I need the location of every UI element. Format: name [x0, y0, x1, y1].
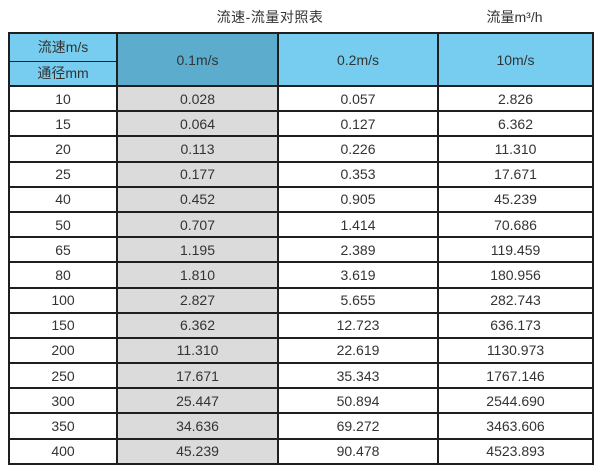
- flow-cell-0-2ms: 3.619: [277, 261, 439, 289]
- flow-cell-0-1ms: 1.195: [116, 236, 279, 264]
- diameter-cell: 350: [8, 412, 118, 440]
- column-header-0-1ms: 0.1m/s: [116, 32, 279, 87]
- flow-rate-table: 流速m/s 0.1m/s 0.2m/s 10m/s 通径mm 10 0.028 …: [8, 32, 594, 465]
- table-row: 80 1.810 3.619 180.956: [8, 261, 594, 289]
- flow-cell-0-1ms: 25.447: [116, 387, 279, 415]
- diameter-cell: 65: [8, 236, 118, 264]
- diameter-cell: 40: [8, 185, 118, 213]
- diameter-cell: 20: [8, 135, 118, 163]
- diameter-cell: 100: [8, 286, 118, 314]
- flow-cell-0-1ms: 0.113: [116, 135, 279, 163]
- flow-cell-0-2ms: 0.127: [277, 110, 439, 138]
- table-row: 150 6.362 12.723 636.173: [8, 311, 594, 339]
- flow-cell-0-2ms: 0.905: [277, 185, 439, 213]
- flow-cell-10ms: 4523.893: [437, 437, 594, 465]
- flow-cell-10ms: 636.173: [437, 311, 594, 339]
- diameter-cell: 300: [8, 387, 118, 415]
- flow-cell-10ms: 282.743: [437, 286, 594, 314]
- diameter-cell: 150: [8, 311, 118, 339]
- table-header: 流速m/s 0.1m/s 0.2m/s 10m/s 通径mm: [8, 32, 594, 87]
- column-header-10ms: 10m/s: [437, 32, 594, 87]
- table-row: 50 0.707 1.414 70.686: [8, 210, 594, 239]
- table-row: 400 45.239 90.478 4523.893: [8, 437, 594, 465]
- flow-cell-10ms: 119.459: [437, 236, 594, 264]
- flow-cell-0-2ms: 35.343: [277, 362, 439, 390]
- flow-cell-0-2ms: 2.389: [277, 236, 439, 264]
- diameter-cell: 15: [8, 110, 118, 138]
- flow-cell-0-2ms: 22.619: [277, 336, 439, 365]
- flow-cell-10ms: 1767.146: [437, 362, 594, 390]
- flow-cell-0-2ms: 50.894: [277, 387, 439, 415]
- diameter-cell: 250: [8, 362, 118, 390]
- flow-cell-0-2ms: 5.655: [277, 286, 439, 314]
- flow-cell-0-2ms: 90.478: [277, 437, 439, 465]
- flow-cell-0-2ms: 12.723: [277, 311, 439, 339]
- table-row: 250 17.671 35.343 1767.146: [8, 362, 594, 390]
- table-row: 15 0.064 0.127 6.362: [8, 110, 594, 138]
- table-row: 200 11.310 22.619 1130.973: [8, 336, 594, 365]
- flow-cell-10ms: 17.671: [437, 160, 594, 188]
- table-row: 100 2.827 5.655 282.743: [8, 286, 594, 314]
- flow-cell-0-1ms: 11.310: [116, 336, 279, 365]
- diameter-cell: 25: [8, 160, 118, 188]
- header-diameter-label: 通径mm: [8, 60, 118, 87]
- table-row: 350 34.636 69.272 3463.606: [8, 412, 594, 440]
- flow-cell-0-1ms: 0.028: [116, 84, 279, 113]
- table-row: 300 25.447 50.894 2544.690: [8, 387, 594, 415]
- header-velocity-label: 流速m/s: [8, 32, 118, 62]
- table-body: 10 0.028 0.057 2.826 15 0.064 0.127 6.36…: [8, 84, 594, 465]
- flow-cell-10ms: 45.239: [437, 185, 594, 213]
- diameter-cell: 80: [8, 261, 118, 289]
- diameter-cell: 400: [8, 437, 118, 465]
- flow-cell-10ms: 11.310: [437, 135, 594, 163]
- flow-cell-0-1ms: 0.177: [116, 160, 279, 188]
- flow-cell-0-1ms: 2.827: [116, 286, 279, 314]
- flow-cell-0-1ms: 0.452: [116, 185, 279, 213]
- flow-unit-label: 流量m³/h: [486, 9, 543, 25]
- flow-cell-10ms: 2544.690: [437, 387, 594, 415]
- flow-cell-0-1ms: 0.707: [116, 210, 279, 239]
- flow-cell-10ms: 2.826: [437, 84, 594, 113]
- flow-cell-0-2ms: 1.414: [277, 210, 439, 239]
- flow-cell-0-1ms: 34.636: [116, 412, 279, 440]
- flow-cell-0-2ms: 0.057: [277, 84, 439, 113]
- flow-cell-0-1ms: 6.362: [116, 311, 279, 339]
- flow-cell-10ms: 70.686: [437, 210, 594, 239]
- diameter-cell: 10: [8, 84, 118, 113]
- table-row: 20 0.113 0.226 11.310: [8, 135, 594, 163]
- table-row: 10 0.028 0.057 2.826: [8, 84, 594, 113]
- flow-cell-0-1ms: 45.239: [116, 437, 279, 465]
- flow-cell-0-2ms: 0.353: [277, 160, 439, 188]
- diameter-cell: 50: [8, 210, 118, 239]
- flow-cell-10ms: 6.362: [437, 110, 594, 138]
- flow-cell-0-1ms: 1.810: [116, 261, 279, 289]
- flow-cell-0-2ms: 69.272: [277, 412, 439, 440]
- page-title: 流速-流量对照表: [216, 9, 324, 25]
- flow-cell-0-1ms: 0.064: [116, 110, 279, 138]
- table-row: 65 1.195 2.389 119.459: [8, 236, 594, 264]
- flow-cell-10ms: 180.956: [437, 261, 594, 289]
- diameter-cell: 200: [8, 336, 118, 365]
- column-header-0-2ms: 0.2m/s: [277, 32, 439, 87]
- table-row: 25 0.177 0.353 17.671: [8, 160, 594, 188]
- table-row: 40 0.452 0.905 45.239: [8, 185, 594, 213]
- flow-cell-0-1ms: 17.671: [116, 362, 279, 390]
- flow-cell-10ms: 1130.973: [437, 336, 594, 365]
- flow-cell-0-2ms: 0.226: [277, 135, 439, 163]
- flow-cell-10ms: 3463.606: [437, 412, 594, 440]
- title-bar: 流速-流量对照表 流量m³/h: [0, 0, 600, 32]
